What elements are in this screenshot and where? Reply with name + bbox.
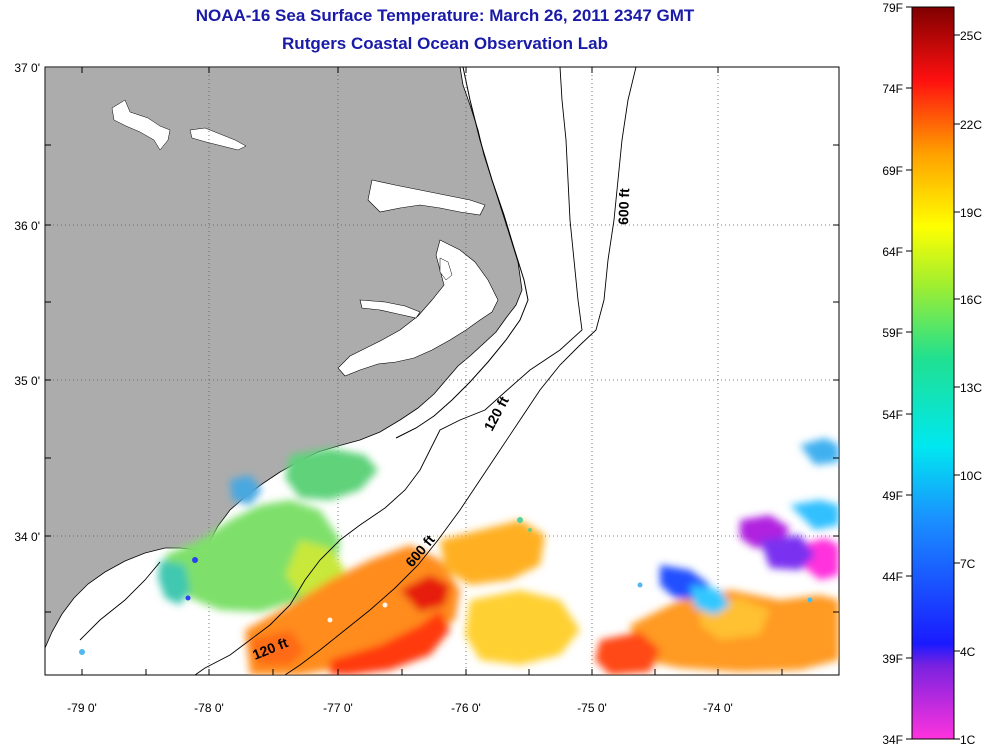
- cbar-c-7: 7C: [960, 557, 976, 571]
- cbar-c-4: 4C: [960, 645, 976, 659]
- sst-data: [79, 438, 839, 675]
- cbar-f-34: 34F: [882, 733, 903, 747]
- cbar-c-22: 22C: [960, 118, 982, 132]
- barrier-island: [395, 67, 529, 439]
- lat-label-36: 36 0': [14, 219, 40, 233]
- latitude-axis: 37 0' 36 0' 35 0' 34 0': [14, 61, 40, 544]
- depth-contours: [79, 67, 637, 675]
- colorbar-celsius-labels: 25C 22C 19C 16C 13C 10C 7C 4C 1C: [960, 29, 982, 747]
- cbar-c-25: 25C: [960, 29, 982, 43]
- cbar-f-44: 44F: [882, 570, 903, 584]
- land-mass: [45, 67, 523, 649]
- inland-lake-3: [439, 257, 453, 281]
- colorbar-fahrenheit-labels: 79F 74F 69F 64F 59F 54F 49F 44F 39F 34F: [882, 1, 903, 747]
- cbar-c-10: 10C: [960, 469, 982, 483]
- lat-label-37: 37 0': [14, 61, 40, 75]
- cbar-f-54: 54F: [882, 408, 903, 422]
- pamlico-sound: [337, 239, 499, 377]
- cbar-f-49: 49F: [882, 489, 903, 503]
- cbar-c-19: 19C: [960, 206, 982, 220]
- longitude-ticks: [81, 67, 783, 675]
- longitude-axis: -79 0' -78 0' -77 0' -76 0' -75 0' -74 0…: [67, 701, 733, 715]
- inland-lake-2: [189, 127, 247, 151]
- cbar-f-39: 39F: [882, 652, 903, 666]
- inland-lake-1: [111, 99, 171, 151]
- cbar-f-64: 64F: [882, 245, 903, 259]
- cbar-f-59: 59F: [882, 326, 903, 340]
- lon-label-75: -75 0': [577, 701, 607, 715]
- cbar-f-74: 74F: [882, 82, 903, 96]
- lon-label-79: -79 0': [67, 701, 97, 715]
- lon-label-74: -74 0': [703, 701, 733, 715]
- cbar-f-69: 69F: [882, 164, 903, 178]
- lat-label-34: 34 0': [14, 530, 40, 544]
- lon-label-78: -78 0': [194, 701, 224, 715]
- colorbar: [911, 6, 955, 740]
- cbar-c-1: 1C: [960, 733, 976, 747]
- colorbar-ticks: [906, 6, 960, 740]
- cbar-f-79: 79F: [882, 1, 903, 15]
- map-title: NOAA-16 Sea Surface Temperature: March 2…: [195, 6, 695, 25]
- map-subtitle: Rutgers Coastal Ocean Observation Lab: [282, 34, 608, 53]
- cbar-c-16: 16C: [960, 293, 982, 307]
- latitude-ticks: [45, 144, 839, 613]
- lat-label-35: 35 0': [14, 374, 40, 388]
- lon-label-76: -76 0': [451, 701, 481, 715]
- pamlico-river: [359, 299, 421, 319]
- cbar-c-13: 13C: [960, 381, 982, 395]
- contour-label-600-north: 600 ft: [615, 188, 632, 225]
- albemarle-sound: [367, 179, 486, 216]
- lon-label-77: -77 0': [323, 701, 353, 715]
- gridlines: [45, 67, 839, 675]
